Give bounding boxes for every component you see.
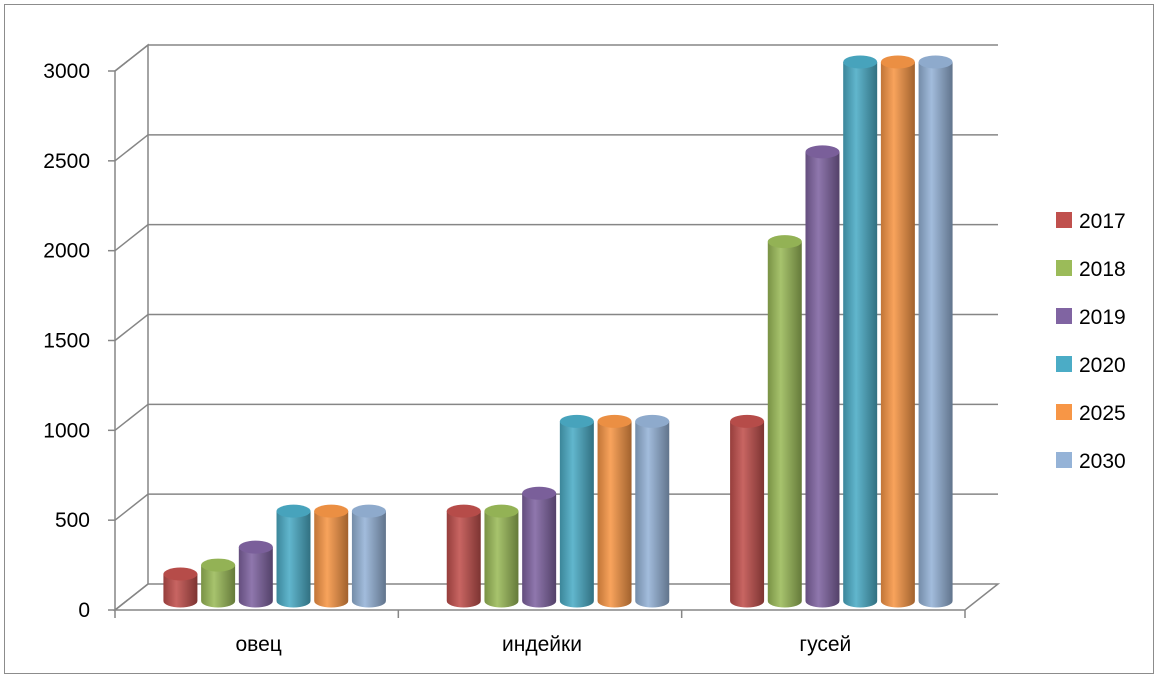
bar-body <box>446 511 481 608</box>
y-tick-label: 3000 <box>43 60 90 83</box>
bar-2030-гусей <box>918 55 953 608</box>
bar-2030-овец <box>351 504 386 608</box>
legend-swatch <box>1056 452 1072 468</box>
gridline <box>114 403 998 431</box>
bar-body <box>730 421 765 608</box>
gridline <box>114 493 998 521</box>
legend-label: 2017 <box>1079 210 1126 233</box>
bar-top <box>805 145 840 159</box>
gridline <box>114 223 998 252</box>
gridline <box>114 313 998 342</box>
bar-body <box>880 62 915 608</box>
bar-body <box>314 511 349 608</box>
bar-top <box>276 504 311 518</box>
legend-label: 2018 <box>1079 258 1126 281</box>
y-tick-label: 500 <box>55 509 90 532</box>
bar-top <box>918 55 953 69</box>
bar-body <box>484 511 519 608</box>
bar-top <box>314 504 349 518</box>
y-tick-label: 0 <box>78 599 90 622</box>
gridline <box>114 44 998 72</box>
bar-body <box>805 151 840 608</box>
bar-body <box>918 62 953 608</box>
bar-top <box>201 558 236 572</box>
y-axis-ticks: 0 500 1000 1500 2000 2500 3000 <box>43 60 115 622</box>
bar-2025-индейки <box>597 414 632 608</box>
bar-body <box>238 547 273 608</box>
bar-2020-индейки <box>559 414 594 608</box>
gridline <box>114 134 998 162</box>
bar-top <box>843 55 878 69</box>
y-tick-label: 1000 <box>43 419 90 442</box>
gridlines <box>114 44 998 521</box>
bar-top <box>635 414 670 428</box>
bar-body <box>201 565 236 608</box>
bar-2018-гусей <box>767 235 802 608</box>
x-axis-labels: овец индейки гусей <box>114 610 966 656</box>
bar-2025-гусей <box>880 55 915 608</box>
bar-2025-овец <box>314 504 349 608</box>
bars <box>163 55 953 608</box>
y-tick-label: 1500 <box>43 330 90 353</box>
bar-2017-овец <box>163 567 198 608</box>
bar-top <box>484 504 519 518</box>
bar-top <box>163 567 198 581</box>
bar-body <box>351 511 386 608</box>
legend-label: 2025 <box>1079 402 1126 425</box>
bar-body <box>635 421 670 608</box>
bar-2030-индейки <box>635 414 670 608</box>
bar-2017-индейки <box>446 504 481 608</box>
x-tick-label: индейки <box>502 633 582 656</box>
bar-top <box>767 235 802 249</box>
bar-body <box>522 493 557 608</box>
legend-swatch <box>1056 356 1072 372</box>
bar-top <box>730 414 765 428</box>
bar-top <box>522 486 557 500</box>
bar-2019-гусей <box>805 145 840 608</box>
y-tick-label: 2000 <box>43 240 90 263</box>
legend: 2017 2018 2019 2020 2025 2030 <box>1056 210 1126 473</box>
legend-label: 2019 <box>1079 306 1126 329</box>
bar-body <box>276 511 311 608</box>
legend-swatch <box>1056 260 1072 276</box>
bar-body <box>767 241 802 608</box>
bar-body <box>843 62 878 608</box>
legend-label: 2020 <box>1079 354 1126 377</box>
bar-body <box>559 421 594 608</box>
legend-swatch <box>1056 212 1072 228</box>
bar-body <box>597 421 632 608</box>
bar-top <box>559 414 594 428</box>
legend-label: 2030 <box>1079 450 1126 473</box>
bar-top <box>597 414 632 428</box>
bar-2018-индейки <box>484 504 519 608</box>
x-tick-label: овец <box>236 633 282 656</box>
bar-body <box>163 574 198 608</box>
x-tick-label: гусей <box>799 633 851 656</box>
bar-2017-гусей <box>730 414 765 608</box>
bar-top <box>880 55 915 69</box>
bar-top <box>238 540 273 554</box>
legend-swatch <box>1056 308 1072 324</box>
y-tick-label: 2500 <box>43 150 90 173</box>
bar-2018-овец <box>201 558 236 608</box>
bar-2019-индейки <box>522 486 557 608</box>
bar-2019-овец <box>238 540 273 608</box>
bar-top <box>351 504 386 518</box>
bar-top <box>446 504 481 518</box>
legend-swatch <box>1056 404 1072 420</box>
bar-2020-овец <box>276 504 311 608</box>
bar-2020-гусей <box>843 55 878 608</box>
